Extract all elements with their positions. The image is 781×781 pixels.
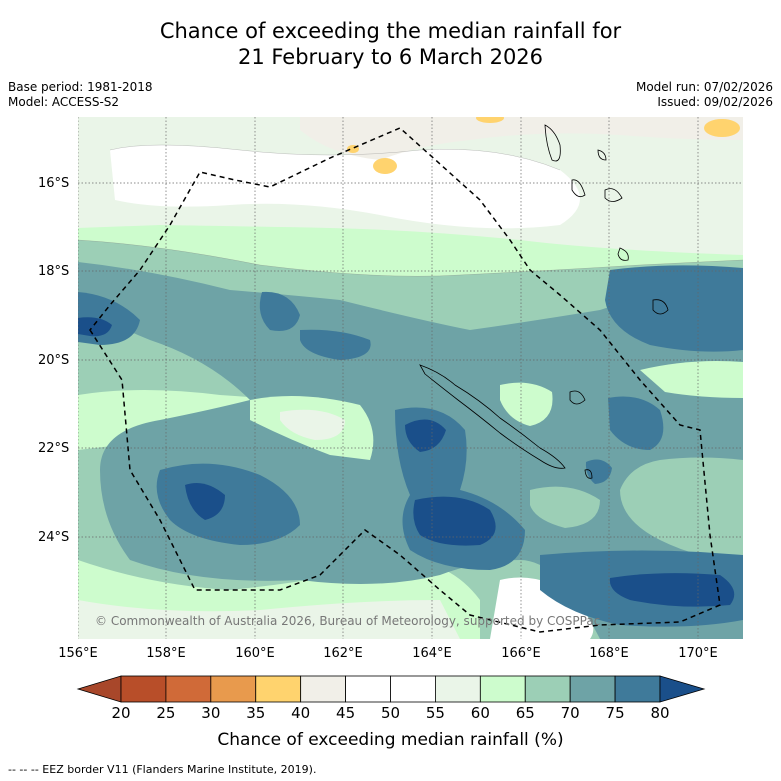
region-75-80-g — [608, 396, 664, 450]
region-35-40-c — [476, 117, 504, 123]
colorbar-tick-label: 45 — [336, 704, 356, 722]
region-40-45-north — [300, 117, 743, 160]
title-line-1: Chance of exceeding the median rainfall … — [159, 19, 622, 43]
colorbar-high-arrow — [659, 675, 706, 703]
lon-label-164e: 164°E — [412, 646, 452, 661]
graticule — [78, 117, 743, 639]
region-80-plus-d — [413, 496, 496, 546]
island-coast-e — [597, 149, 607, 161]
lon-label-162e: 162°E — [323, 646, 363, 661]
model-run: Model run: 07/02/2026 — [635, 80, 773, 94]
island-coast-d — [584, 469, 593, 479]
lat-label-20s: 20°S — [38, 353, 70, 368]
colorbar-cell — [524, 675, 571, 703]
region-55-60-south — [78, 600, 460, 639]
region-65-70-inner — [530, 486, 600, 528]
colorbar-tick-label: 30 — [201, 704, 221, 722]
lat-label-16s: 16°S — [38, 176, 70, 191]
lon-label-158e: 158°E — [146, 646, 186, 661]
region-75-80-c — [300, 329, 371, 360]
colorbar-tick-label: 20 — [111, 704, 131, 722]
region-80-plus-e — [609, 573, 735, 607]
region-80-plus-b — [185, 482, 225, 520]
colorbar-cell — [435, 675, 481, 703]
colorbar-cell — [300, 675, 346, 703]
colorbar — [76, 675, 706, 703]
loyalty-islands-coast — [569, 390, 586, 405]
island-coast-c — [652, 299, 669, 315]
lon-label-168e: 168°E — [589, 646, 629, 661]
lon-label-160e: 160°E — [235, 646, 275, 661]
region-60-65-inner-2 — [500, 382, 553, 426]
lon-label-166e: 166°E — [501, 646, 541, 661]
meta-left: Base period: 1981-2018 Model: ACCESS-S2 — [8, 80, 153, 110]
colorbar-tick-label: 80 — [650, 704, 670, 722]
colorbar-tick-label: 65 — [515, 704, 535, 722]
island-coast-f — [617, 247, 629, 261]
colorbar-tick-label: 25 — [156, 704, 176, 722]
colorbar-cell — [390, 675, 436, 703]
lat-label-22s: 22°S — [38, 441, 70, 456]
colorbar-cell — [614, 675, 661, 703]
colorbar-cells — [120, 675, 661, 703]
colorbar-tick-label: 40 — [291, 704, 311, 722]
region-75-80-f — [605, 265, 743, 352]
lon-label-156e: 156°E — [58, 646, 98, 661]
colorbar-cell — [210, 675, 257, 703]
new-caledonia-coast — [419, 364, 566, 469]
title-line-2: 21 February to 6 March 2026 — [237, 45, 544, 69]
model-name: Model: ACCESS-S2 — [8, 95, 120, 109]
region-65-70-east — [620, 457, 743, 560]
region-45-55-north — [110, 145, 580, 229]
copyright-notice: © Commonwealth of Australia 2026, Bureau… — [95, 614, 601, 628]
colorbar-tick-label: 50 — [380, 704, 401, 722]
meta-right: Model run: 07/02/2026 Issued: 09/02/2026 — [636, 80, 773, 110]
colorbar-tick-label: 35 — [246, 704, 266, 722]
vanuatu-island-coast-a — [571, 179, 586, 198]
colorbar-cell — [345, 675, 391, 703]
colorbar-tick-label: 75 — [605, 704, 625, 722]
colorbar-cell — [165, 675, 212, 703]
region-60-65-inner-3 — [640, 361, 743, 398]
colorbar-cell — [120, 675, 167, 703]
colorbar-low-arrow — [76, 675, 122, 703]
issued-date: Issued: 09/02/2026 — [657, 95, 773, 109]
contour-lines — [78, 144, 743, 277]
region-80-plus-a — [78, 317, 112, 337]
map-title: Chance of exceeding the median rainfall … — [0, 18, 781, 70]
colorbar-tick-label: 60 — [470, 704, 490, 722]
region-75-80-i — [585, 459, 612, 484]
map-plot-area — [78, 117, 743, 639]
region-35-40-a — [373, 158, 397, 174]
region-75-80-b — [259, 291, 300, 331]
eez-border — [89, 127, 721, 633]
region-55-60-inner — [280, 409, 345, 440]
vanuatu-north-coast — [544, 124, 561, 162]
colorbar-title: Chance of exceeding median rainfall (%) — [217, 730, 564, 750]
colorbar-tick-label: 70 — [560, 704, 580, 722]
region-35-40-b — [704, 119, 740, 137]
base-period: Base period: 1981-2018 — [8, 80, 153, 94]
colorbar-cell — [569, 675, 616, 703]
lon-label-170e: 170°E — [678, 646, 718, 661]
lat-label-18s: 18°S — [38, 264, 70, 279]
colorbar-cell — [255, 675, 302, 703]
colorbar-tick-label: 55 — [425, 704, 445, 722]
colorbar-cell — [479, 675, 526, 703]
lat-label-24s: 24°S — [38, 530, 70, 545]
eez-footnote: -- -- -- EEZ border V11 (Flanders Marine… — [8, 763, 317, 776]
coastlines — [419, 124, 669, 479]
vanuatu-island-coast-b — [604, 188, 623, 202]
region-80-plus-c — [405, 419, 446, 452]
